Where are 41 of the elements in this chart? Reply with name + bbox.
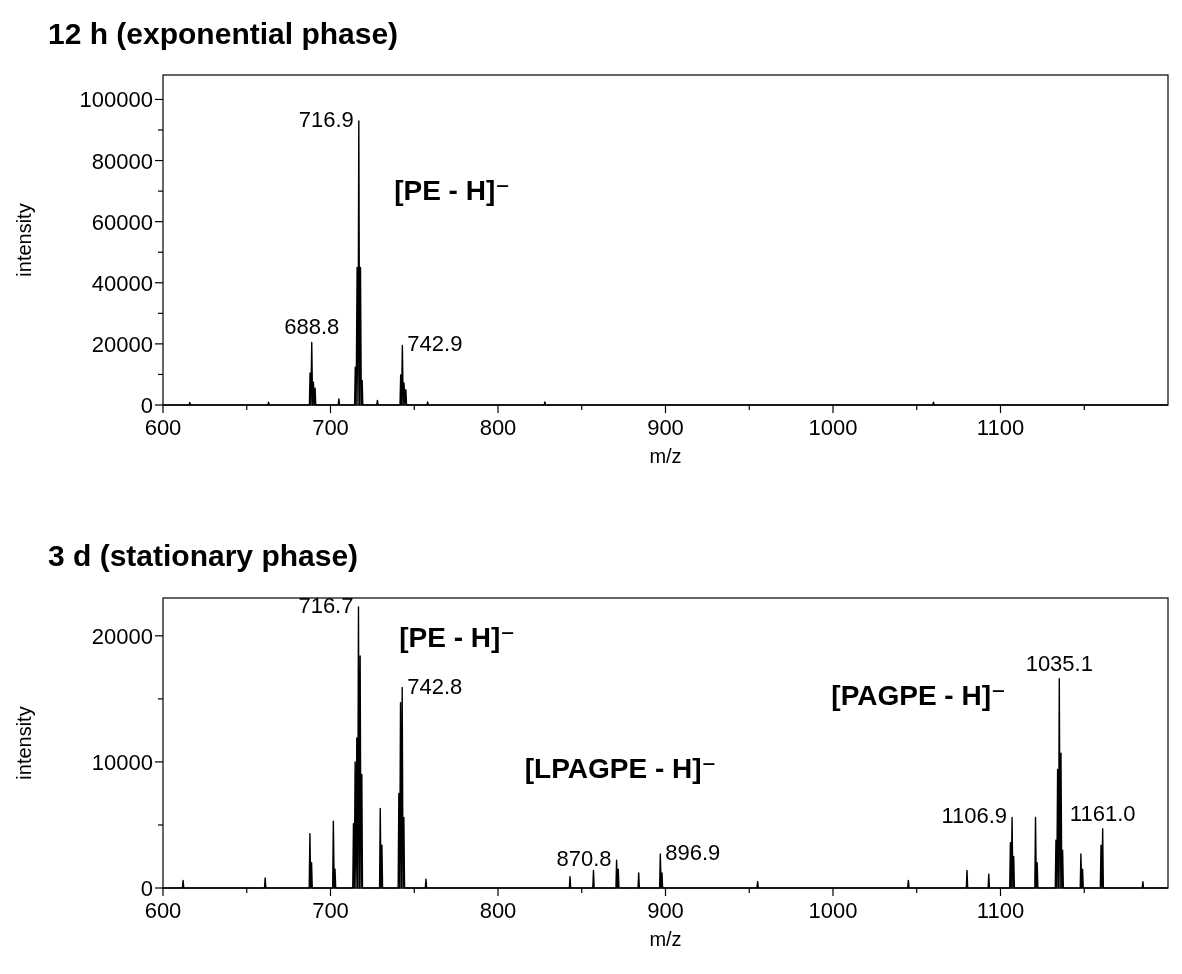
annotation: 1035.1: [1025, 650, 1093, 676]
y-tick-label: 0: [140, 393, 153, 418]
y-axis-title: intensity: [13, 706, 35, 780]
annotation: 716.9: [298, 106, 354, 132]
x-tick-label: 700: [312, 898, 349, 923]
x-tick-label: 900: [647, 898, 684, 923]
annotation: [PE - H]⁻: [399, 622, 516, 654]
y-tick-label: 80000: [91, 148, 153, 174]
x-tick-label: 1100: [976, 415, 1025, 440]
annotation: 688.8: [284, 314, 340, 340]
annotation: 742.8: [407, 673, 463, 699]
annotation: 870.8: [556, 846, 612, 872]
annotation: 742.9: [407, 331, 463, 357]
x-tick-label: 600: [144, 415, 182, 440]
x-tick-label: 800: [479, 415, 517, 440]
annotation: [PAGPE - H]⁻: [831, 680, 1006, 712]
y-tick-label: 20000: [91, 623, 153, 649]
y-tick-label: 60000: [91, 209, 153, 235]
annotation: 1161.0: [1069, 800, 1136, 826]
y-tick-label: 40000: [91, 270, 153, 296]
x-tick-label: 900: [647, 415, 684, 440]
annotation: 896.9: [665, 839, 721, 865]
x-tick-label: 600: [144, 898, 182, 923]
x-axis-title: m/z: [649, 928, 682, 950]
x-tick-label: 800: [479, 898, 517, 923]
y-axis-title: intensity: [13, 203, 35, 277]
annotation: 716.7: [298, 592, 354, 618]
y-tick-label: 20000: [91, 331, 153, 357]
x-tick-label: 1000: [808, 415, 858, 440]
annotation: [LPAGPE - H]⁻: [524, 752, 717, 784]
x-axis-title: m/z: [649, 445, 682, 467]
annotation: [PE - H]⁻: [394, 175, 511, 206]
y-tick-label: 0: [140, 876, 153, 901]
y-tick-label: 100000: [79, 87, 153, 113]
chart-title: 12 h (exponential phase): [48, 17, 399, 50]
x-tick-label: 1000: [808, 898, 858, 923]
x-tick-label: 1100: [976, 898, 1025, 923]
y-tick-label: 10000: [91, 749, 153, 775]
x-tick-label: 700: [312, 415, 349, 440]
annotation: 1106.9: [941, 803, 1008, 829]
chart-title: 3 d (stationary phase): [48, 539, 359, 572]
